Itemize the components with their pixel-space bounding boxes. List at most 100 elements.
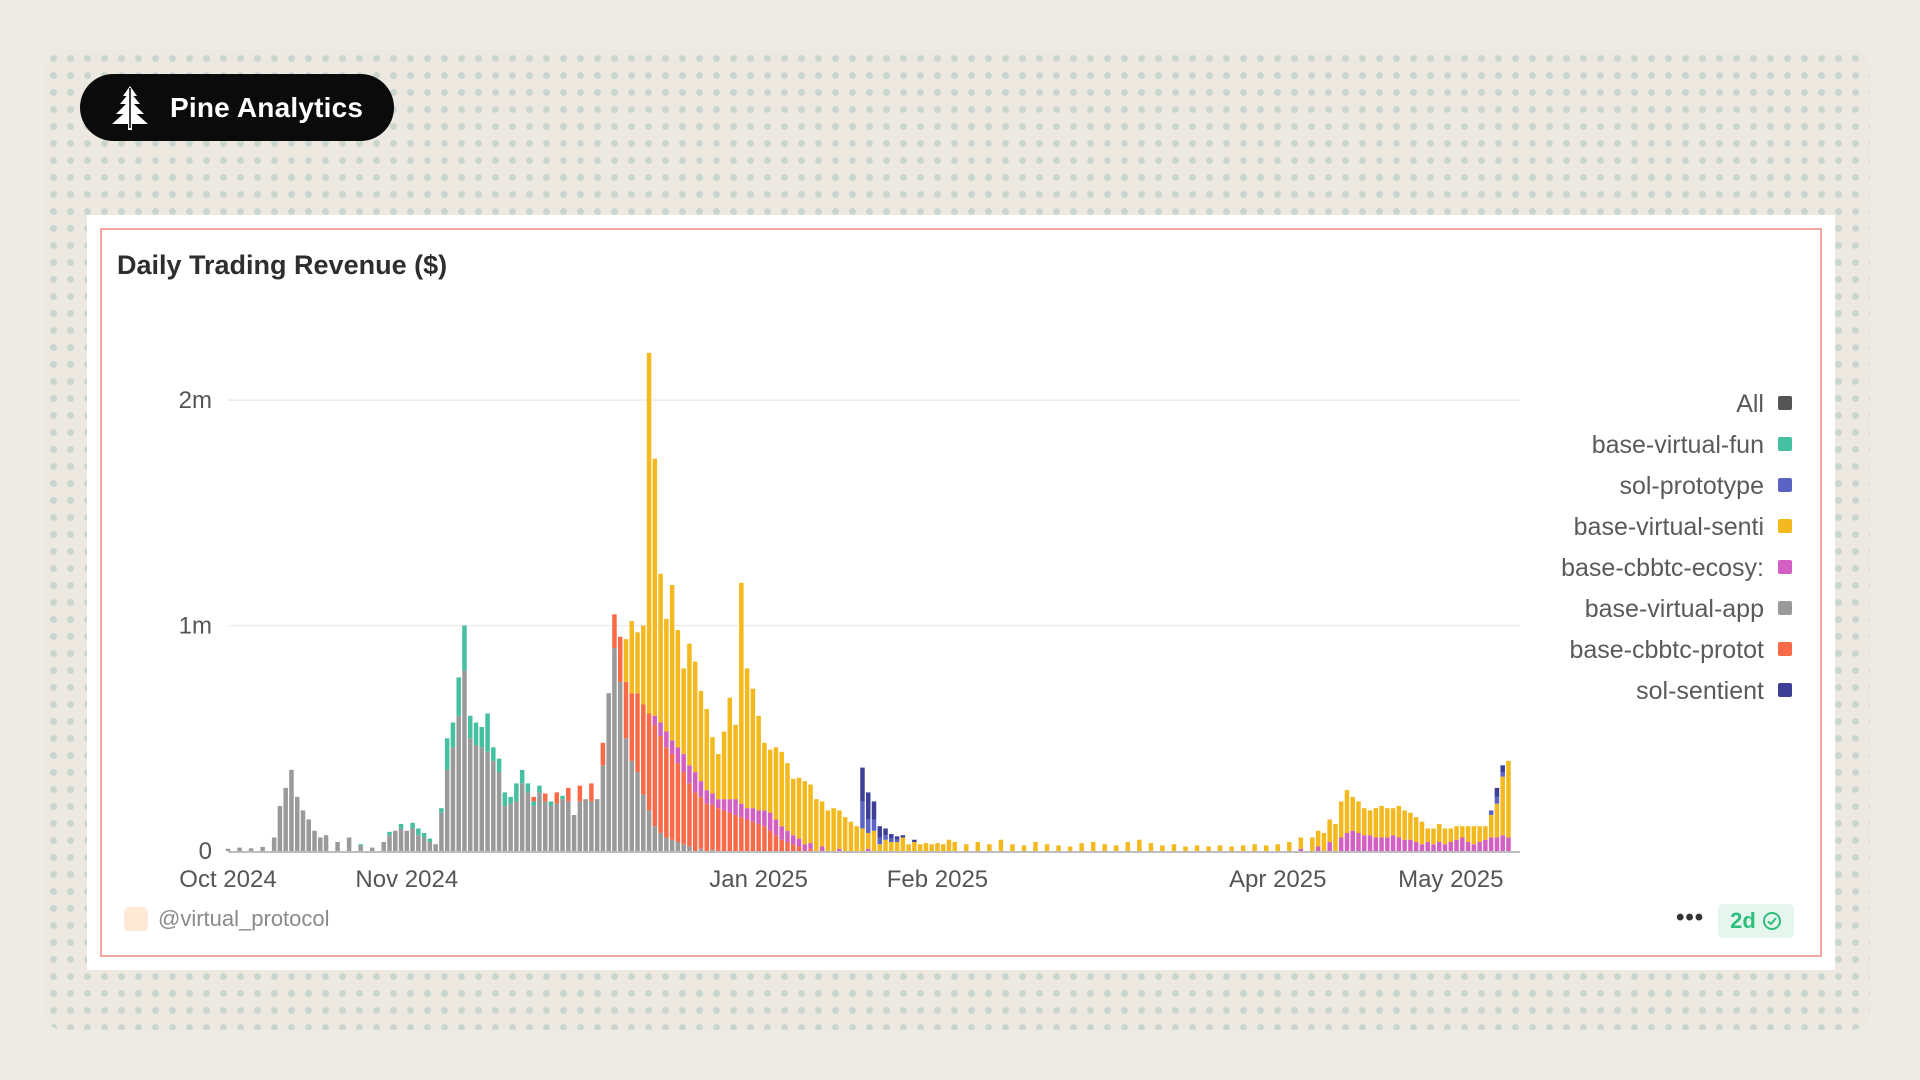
bar-segment[interactable]	[802, 844, 808, 851]
bar-segment[interactable]	[548, 805, 554, 851]
bar-segment[interactable]	[571, 814, 577, 851]
bar-segment[interactable]	[1385, 808, 1390, 838]
legend-item[interactable]: base-virtual-senti	[1574, 513, 1792, 541]
bar-segment[interactable]	[1494, 837, 1500, 851]
bar-segment[interactable]	[1333, 823, 1338, 851]
bar-segment[interactable]	[623, 639, 629, 682]
bar-segment[interactable]	[1114, 845, 1119, 851]
bar-segment[interactable]	[658, 736, 663, 833]
bar-segment[interactable]	[762, 826, 767, 851]
bar-segment[interactable]	[1275, 844, 1281, 851]
bar-segment[interactable]	[641, 704, 646, 795]
bar-segment[interactable]	[444, 738, 450, 770]
bar-segment[interactable]	[1344, 790, 1350, 833]
bar-segment[interactable]	[554, 803, 560, 851]
bar-segment[interactable]	[548, 801, 554, 806]
bar-segment[interactable]	[675, 763, 681, 842]
bar-segment[interactable]	[831, 808, 836, 851]
bar-segment[interactable]	[1408, 812, 1413, 840]
bar-segment[interactable]	[623, 738, 629, 851]
bar-segment[interactable]	[860, 828, 865, 851]
bar-segment[interactable]	[306, 819, 312, 851]
bar-segment[interactable]	[508, 796, 513, 804]
bar-segment[interactable]	[1442, 828, 1448, 845]
bar-segment[interactable]	[1488, 814, 1494, 838]
bar-segment[interactable]	[542, 801, 548, 851]
bar-segment[interactable]	[871, 801, 877, 820]
bar-segment[interactable]	[946, 839, 952, 851]
bar-segment[interactable]	[260, 846, 265, 851]
bar-segment[interactable]	[473, 745, 479, 851]
bar-segment[interactable]	[883, 835, 888, 840]
bar-segment[interactable]	[566, 801, 571, 851]
bar-segment[interactable]	[796, 777, 802, 839]
bar-segment[interactable]	[439, 812, 444, 851]
bar-segment[interactable]	[687, 783, 692, 847]
bar-segment[interactable]	[664, 618, 669, 732]
bar-segment[interactable]	[1431, 828, 1436, 845]
bar-segment[interactable]	[952, 841, 958, 851]
bar-segment[interactable]	[1454, 826, 1459, 840]
bar-segment[interactable]	[687, 643, 692, 766]
bar-segment[interactable]	[669, 585, 675, 741]
bar-segment[interactable]	[421, 832, 427, 838]
bar-segment[interactable]	[323, 835, 329, 851]
bar-segment[interactable]	[542, 793, 548, 802]
bar-segment[interactable]	[1460, 837, 1465, 851]
bar-segment[interactable]	[629, 760, 635, 851]
legend-item[interactable]: base-virtual-fun	[1592, 431, 1792, 459]
bar-segment[interactable]	[744, 668, 750, 809]
bar-segment[interactable]	[796, 846, 802, 851]
bar-segment[interactable]	[698, 690, 704, 782]
bar-segment[interactable]	[964, 844, 969, 851]
bar-segment[interactable]	[785, 763, 790, 831]
bar-segment[interactable]	[739, 803, 744, 818]
bar-segment[interactable]	[871, 819, 877, 831]
bar-segment[interactable]	[865, 848, 871, 851]
bar-segment[interactable]	[1442, 844, 1448, 851]
bar-segment[interactable]	[635, 632, 640, 694]
bar-segment[interactable]	[1390, 835, 1396, 851]
bar-segment[interactable]	[1350, 830, 1355, 851]
bar-segment[interactable]	[485, 713, 490, 752]
bar-segment[interactable]	[410, 822, 415, 829]
bar-segment[interactable]	[889, 841, 894, 851]
bar-segment[interactable]	[514, 783, 519, 802]
bar-segment[interactable]	[294, 796, 300, 851]
bar-segment[interactable]	[1240, 845, 1246, 851]
bar-segment[interactable]	[883, 828, 888, 836]
bar-segment[interactable]	[1315, 830, 1321, 847]
bar-segment[interactable]	[698, 781, 704, 797]
bar-segment[interactable]	[716, 808, 721, 851]
bar-segment[interactable]	[519, 783, 525, 852]
bar-segment[interactable]	[808, 848, 813, 851]
bar-segment[interactable]	[1373, 808, 1379, 838]
bar-segment[interactable]	[1454, 839, 1459, 851]
bar-segment[interactable]	[819, 801, 825, 847]
bar-segment[interactable]	[346, 837, 352, 851]
bar-segment[interactable]	[1327, 841, 1332, 851]
bar-segment[interactable]	[358, 844, 363, 846]
bar-segment[interactable]	[1471, 826, 1477, 845]
bar-segment[interactable]	[675, 630, 681, 748]
bar-segment[interactable]	[704, 790, 709, 804]
bar-segment[interactable]	[658, 573, 663, 723]
bar-segment[interactable]	[1338, 801, 1344, 838]
bar-segment[interactable]	[744, 819, 750, 851]
bar-segment[interactable]	[652, 458, 658, 716]
bar-segment[interactable]	[1402, 839, 1407, 851]
bar-segment[interactable]	[393, 830, 398, 851]
bar-segment[interactable]	[779, 751, 784, 827]
bar-segment[interactable]	[923, 843, 929, 851]
bar-segment[interactable]	[1067, 846, 1073, 851]
bar-segment[interactable]	[1413, 841, 1419, 851]
bar-segment[interactable]	[658, 722, 663, 737]
bar-segment[interactable]	[664, 731, 669, 748]
bar-segment[interactable]	[877, 844, 883, 851]
bar-segment[interactable]	[1148, 843, 1154, 851]
bar-segment[interactable]	[531, 796, 536, 802]
legend-item[interactable]: All	[1736, 390, 1792, 418]
bar-segment[interactable]	[1217, 845, 1223, 851]
bar-segment[interactable]	[398, 823, 404, 829]
bar-segment[interactable]	[629, 693, 635, 761]
